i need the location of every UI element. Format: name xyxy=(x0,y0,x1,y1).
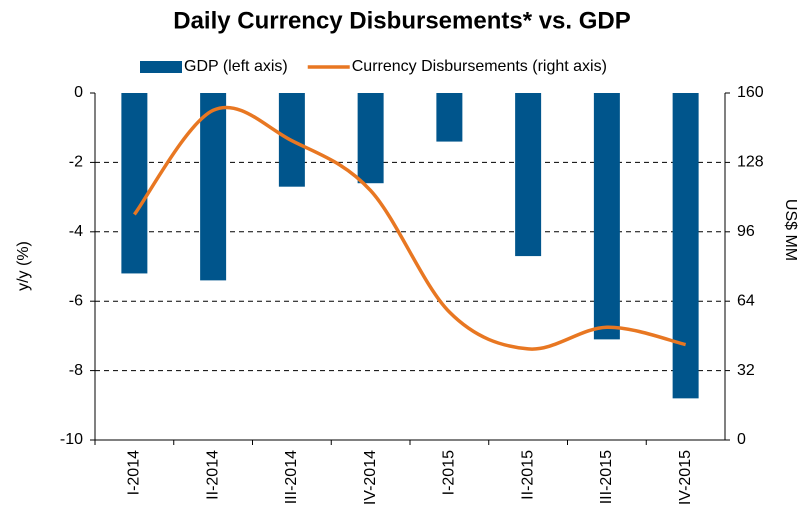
bar xyxy=(672,93,699,399)
y2-tick-label: 32 xyxy=(737,362,755,379)
legend-swatch xyxy=(140,61,182,73)
x-tick-label: I-2014 xyxy=(126,450,143,495)
y2-tick-label: 128 xyxy=(737,154,764,171)
y-tick-label: -4 xyxy=(69,223,83,240)
x-tick-label: I-2015 xyxy=(441,450,458,495)
y-tick-label: -8 xyxy=(69,362,83,379)
line xyxy=(132,105,687,351)
x-tick-label: III-2015 xyxy=(598,450,615,504)
y2-tick-label: 160 xyxy=(737,84,764,101)
bar xyxy=(357,93,384,184)
y2-tick-label: 96 xyxy=(737,223,755,240)
chart-title: Daily Currency Disbursements* vs. GDP xyxy=(173,7,631,34)
legend-label: Currency Disbursements (right axis) xyxy=(352,58,607,75)
x-tick-label: IV-2014 xyxy=(362,450,379,505)
bar xyxy=(515,93,542,257)
y-tick-label: -2 xyxy=(69,154,83,171)
y2-axis-label: US$ MM xyxy=(782,199,799,261)
x-tick-label: II-2014 xyxy=(204,450,221,500)
y-tick-label: 0 xyxy=(74,84,83,101)
y-axis-label: y/y (%) xyxy=(15,241,32,291)
y-tick-label: -6 xyxy=(69,292,83,309)
y-tick-label: -10 xyxy=(60,431,83,448)
x-tick-label: IV-2015 xyxy=(677,450,694,505)
bar xyxy=(200,93,227,281)
bar xyxy=(436,93,463,142)
bar xyxy=(593,93,620,340)
bar xyxy=(121,93,148,274)
y2-tick-label: 0 xyxy=(737,431,746,448)
x-tick-label: III-2014 xyxy=(283,450,300,504)
x-tick-label: II-2015 xyxy=(519,450,536,500)
y2-tick-label: 64 xyxy=(737,292,755,309)
legend-label: GDP (left axis) xyxy=(184,58,288,75)
